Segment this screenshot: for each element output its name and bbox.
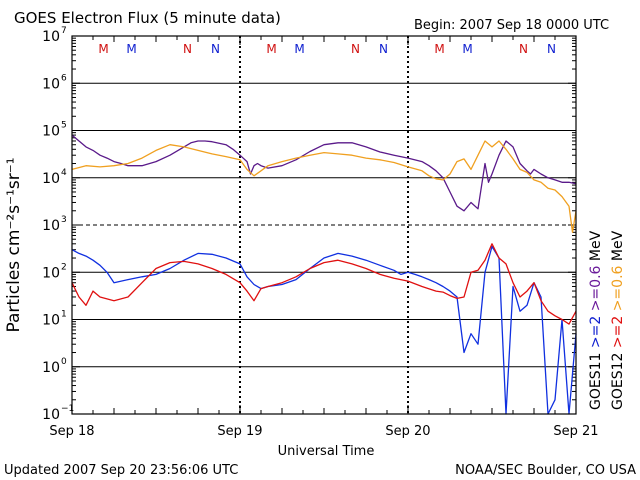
legend-span: >=2 (588, 316, 604, 348)
marker-label: N (547, 42, 556, 56)
legend-text: GOES11 >=2 >=0.6 MeV (588, 230, 604, 410)
updated-timestamp: Updated 2007 Sep 20 23:56:06 UTC (4, 463, 238, 478)
legend-text: GOES12 >=2 >=0.6 MeV (610, 230, 626, 410)
chart-title: GOES Electron Flux (5 minute data) (14, 9, 281, 27)
legend-span: GOES11 (588, 353, 604, 410)
y-tick-label: 10 (42, 29, 60, 45)
legend-span: >=2 (610, 316, 626, 348)
marker-label: M (98, 42, 108, 56)
y-tick-exponent: 5 (61, 121, 67, 131)
y-tick-label: 10 (42, 360, 60, 376)
series-line (71, 140, 577, 233)
source-credit: NOAA/SEC Boulder, CO USA (455, 463, 636, 478)
plot-frame (71, 35, 577, 415)
marker-label: M (462, 42, 472, 56)
y-tick-label: 10 (42, 407, 60, 423)
marker-label: N (351, 42, 360, 56)
y-tick-label: 10 (42, 218, 60, 234)
x-tick-label: Sep 20 (385, 424, 430, 439)
y-tick-label: 10 (42, 76, 60, 92)
y-tick-exponent: 0 (61, 357, 67, 367)
y-tick-exponent: 4 (61, 168, 67, 178)
y-tick-exponent: 3 (61, 215, 67, 225)
legend-span: GOES12 (610, 353, 626, 410)
y-tick-exponent: 6 (61, 73, 67, 83)
y-tick-label: 10 (42, 265, 60, 281)
right-legend-column: GOES11 >=2 >=0.6 MeV (588, 230, 604, 410)
marker-label: M (126, 42, 136, 56)
legend-span: >=0.6 (588, 265, 604, 311)
x-tick-label: Sep 18 (49, 424, 94, 439)
y-tick-label: 10 (42, 124, 60, 140)
x-tick-label: Sep 19 (217, 424, 262, 439)
marker-label: N (379, 42, 388, 56)
legend-span: MeV (588, 230, 604, 261)
y-tick-label: 10 (42, 171, 60, 187)
series-line (71, 134, 577, 212)
series-line (71, 245, 577, 415)
marker-label: M (434, 42, 444, 56)
marker-label: N (519, 42, 528, 56)
legend-span: >=0.6 (610, 265, 626, 311)
y-tick-exponent: 1 (61, 310, 67, 320)
x-tick-label: Sep 21 (553, 424, 598, 439)
begin-time: Begin: 2007 Sep 18 0000 UTC (414, 18, 609, 33)
marker-label: M (266, 42, 276, 56)
marker-label: N (183, 42, 192, 56)
legend-span: MeV (610, 230, 626, 261)
y-tick-exponent: 2 (61, 262, 67, 272)
y-tick-label: 10 (42, 313, 60, 329)
y-tick-exponent: 7 (61, 26, 67, 36)
marker-label: N (211, 42, 220, 56)
x-axis-label: Universal Time (278, 444, 375, 459)
marker-label: M (294, 42, 304, 56)
y-tick-exponent: −1 (61, 404, 74, 414)
series-line (71, 243, 577, 325)
right-legend-column: GOES12 >=2 >=0.6 MeV (610, 230, 626, 410)
y-axis-label: Particles cm⁻²s⁻¹sr⁻¹ (4, 157, 24, 332)
